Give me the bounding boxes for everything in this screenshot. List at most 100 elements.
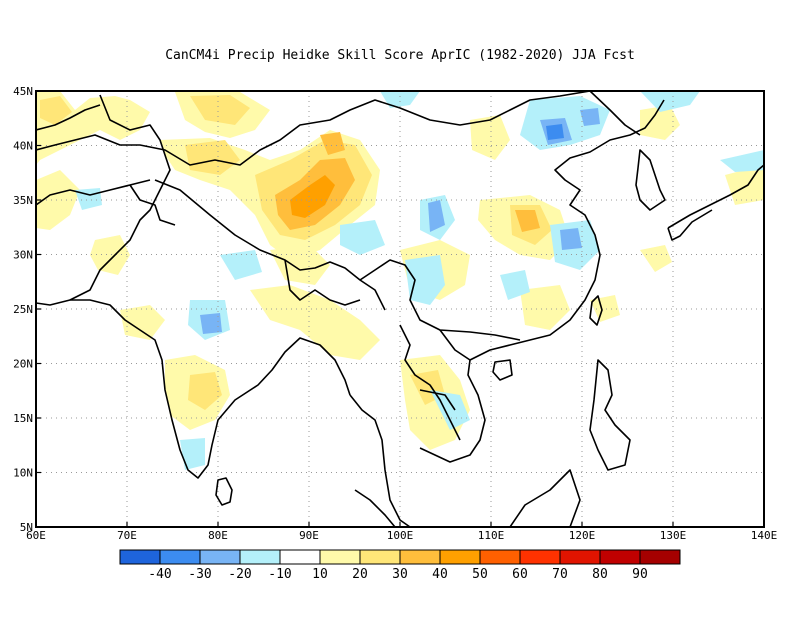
colorbar-swatch xyxy=(159,549,201,565)
field-patch xyxy=(546,124,564,140)
field-patch xyxy=(640,91,700,112)
lat-tick-label: 35N xyxy=(13,194,33,207)
coastline xyxy=(635,149,666,211)
field-patch xyxy=(320,132,345,155)
coastline xyxy=(215,477,233,506)
coastline xyxy=(667,164,764,241)
field-patch xyxy=(120,305,165,340)
field-patch xyxy=(185,140,240,175)
country-border xyxy=(359,259,521,341)
coastline xyxy=(509,469,581,527)
lat-tick-label: 45N xyxy=(13,85,33,98)
field-patch xyxy=(290,175,335,218)
colorbar-swatch xyxy=(599,549,641,565)
lat-tick-label: 10N xyxy=(13,467,33,480)
lat-tick-label: 30N xyxy=(13,249,33,262)
lat-tick-label: 15N xyxy=(13,412,33,425)
country-border xyxy=(419,329,471,411)
field-patch xyxy=(40,96,72,125)
colorbar-label: 60 xyxy=(512,567,528,582)
lon-tick-label: 80E xyxy=(208,529,228,542)
lon-tick-label: 140E xyxy=(751,529,778,542)
colorbar-label: 80 xyxy=(592,567,608,582)
colorbar-label: 90 xyxy=(632,567,648,582)
country-border xyxy=(399,324,461,441)
longitude-ticks: 60E 70E 80E 90E 100E 110E 120E 130E 140E xyxy=(26,522,777,542)
field-patch xyxy=(580,108,600,126)
colorbar-swatch xyxy=(199,549,241,565)
colorbar-swatch xyxy=(119,549,161,565)
field-patch xyxy=(340,220,385,255)
lon-tick-label: 130E xyxy=(660,529,687,542)
coastline xyxy=(36,299,351,479)
field-patch xyxy=(36,170,80,230)
lon-tick-label: 60E xyxy=(26,529,46,542)
colorbar-label: -30 xyxy=(188,567,211,582)
lat-tick-label: 25N xyxy=(13,303,33,316)
lat-tick-label: 5N xyxy=(20,521,33,534)
coastline xyxy=(589,295,603,326)
colorbar-swatch xyxy=(439,549,481,565)
colorbar-swatch xyxy=(559,549,601,565)
colorbar-label: 30 xyxy=(392,567,408,582)
latitude-ticks: 5N 10N 15N 20N 25N 30N 35N 40N 45N xyxy=(13,85,41,534)
field-patch xyxy=(470,115,510,160)
field-patch xyxy=(180,438,205,470)
field-patch xyxy=(405,255,445,305)
colorbar: -40 -30 -20 -10 10 20 30 40 50 60 70 80 90 xyxy=(119,549,681,582)
field-patch xyxy=(270,245,330,285)
field-patch xyxy=(515,210,540,232)
lon-tick-label: 120E xyxy=(569,529,596,542)
coastline xyxy=(349,394,411,527)
lon-tick-label: 90E xyxy=(299,529,319,542)
field-patch xyxy=(520,285,570,330)
field-patch xyxy=(560,228,582,250)
field-patch xyxy=(200,313,222,334)
field-patch xyxy=(190,95,250,125)
colorbar-swatch xyxy=(399,549,441,565)
coastline xyxy=(589,359,631,471)
colorbar-swatch xyxy=(639,549,681,565)
country-border xyxy=(36,104,101,131)
lon-tick-label: 70E xyxy=(117,529,137,542)
colorbar-swatch xyxy=(239,549,281,565)
colorbar-swatch xyxy=(519,549,561,565)
lat-tick-label: 20N xyxy=(13,358,33,371)
field-patch xyxy=(250,285,380,360)
country-border xyxy=(36,91,591,166)
colorbar-label: 40 xyxy=(432,567,448,582)
country-border xyxy=(69,94,171,301)
colorbar-label: 10 xyxy=(312,567,328,582)
country-border xyxy=(589,91,641,136)
colorbar-swatch xyxy=(479,549,521,565)
lon-tick-label: 100E xyxy=(387,529,414,542)
field-patch xyxy=(188,372,222,410)
field-patch xyxy=(720,150,764,172)
country-border xyxy=(129,184,176,226)
field-patch xyxy=(220,250,262,280)
skill-score-field xyxy=(36,91,764,470)
field-patch xyxy=(90,235,130,275)
lon-tick-label: 110E xyxy=(478,529,505,542)
lat-tick-label: 40N xyxy=(13,140,33,153)
field-patch xyxy=(500,270,530,300)
coastlines-borders xyxy=(36,91,764,527)
field-patch xyxy=(640,245,672,272)
colorbar-label: 20 xyxy=(352,567,368,582)
colorbar-swatch xyxy=(279,549,321,565)
field-patch xyxy=(590,295,620,322)
colorbar-label: -10 xyxy=(268,567,291,582)
colorbar-swatch xyxy=(359,549,401,565)
field-patch xyxy=(380,91,420,108)
colorbar-label: -40 xyxy=(148,567,171,582)
chart-title: CanCM4i Precip Heidke Skill Score AprIC … xyxy=(165,48,635,63)
country-border xyxy=(284,259,361,306)
colorbar-swatch xyxy=(319,549,361,565)
colorbar-label: 50 xyxy=(472,567,488,582)
colorbar-label: -20 xyxy=(228,567,251,582)
coastline xyxy=(492,359,513,381)
field-patch xyxy=(75,188,102,210)
field-patch xyxy=(640,105,680,140)
coastline xyxy=(419,99,665,463)
